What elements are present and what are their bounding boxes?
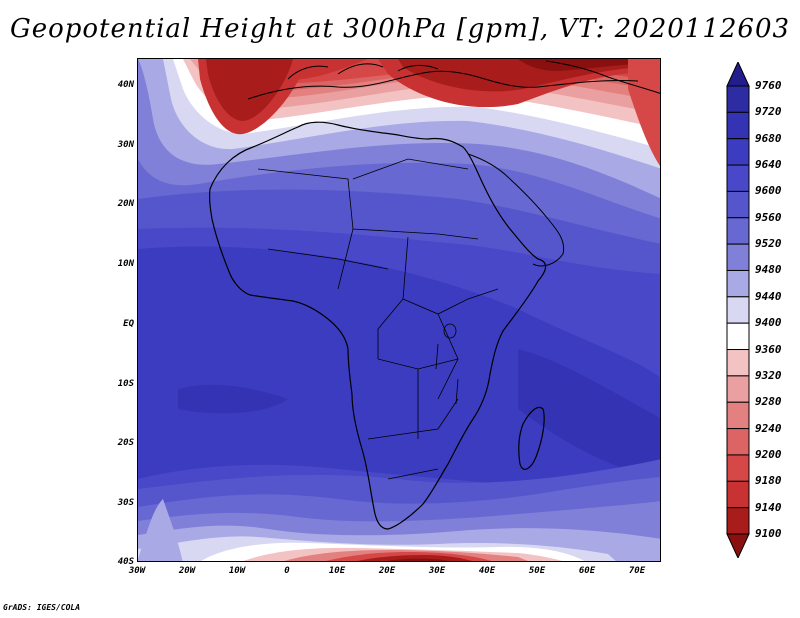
lon-label: 20E: [378, 566, 396, 576]
lon-label: 20W: [178, 566, 196, 576]
lon-label: 30W: [128, 566, 146, 576]
colorbar-segment: [726, 480, 750, 509]
colorbar-segment: [726, 85, 750, 113]
colorbar-segment: [726, 401, 750, 430]
colorbar-label: 9480: [755, 263, 782, 277]
colorbar-segment: [726, 375, 750, 403]
lon-label: 70E: [628, 566, 646, 576]
colorbar-top-triangle: [726, 62, 750, 87]
lon-label: 40E: [478, 566, 496, 576]
colorbar-label: 9680: [755, 131, 782, 145]
colorbar-label: 9360: [755, 342, 782, 356]
colorbar-label: 9140: [755, 500, 782, 514]
colorbar-segment: [726, 349, 750, 377]
colorbar-bottom-triangle: [726, 533, 750, 558]
lat-label: 40N: [117, 80, 134, 90]
colorbar-segment: [726, 269, 750, 298]
colorbar-segment: [726, 296, 750, 324]
colorbar: [726, 62, 750, 558]
colorbar-segment: [726, 243, 750, 271]
lat-label: 20S: [117, 438, 134, 448]
lat-label: 30S: [117, 498, 134, 508]
colorbar-label: 9180: [755, 474, 782, 488]
colorbar-segment: [726, 164, 750, 192]
colorbar-segment: [726, 138, 750, 166]
lat-label: 10N: [117, 259, 134, 269]
colorbar-label: 9440: [755, 289, 782, 303]
lat-label: EQ: [123, 319, 134, 329]
colorbar-label: 9520: [755, 237, 782, 251]
lon-label: 30E: [428, 566, 446, 576]
colorbar-segment: [726, 507, 750, 535]
colorbar-segment: [726, 322, 750, 351]
lon-label: 10W: [228, 566, 246, 576]
grads-credit: GrADS: IGES/COLA: [3, 603, 81, 612]
colorbar-label: 9720: [755, 105, 782, 119]
colorbar-segment: [726, 454, 750, 482]
map-title: Geopotential Height at 300hPa [gpm], VT:…: [9, 14, 791, 44]
colorbar-label: 9760: [755, 79, 782, 92]
lat-label: 30N: [117, 140, 134, 150]
lat-label: 10S: [117, 379, 134, 389]
colorbar-segment: [726, 428, 750, 456]
colorbar-label: 9200: [755, 447, 782, 461]
lon-label: 10E: [328, 566, 346, 576]
colorbar-segment: [726, 217, 750, 245]
colorbar-label: 9640: [755, 158, 782, 172]
colorbar-label: 9600: [755, 184, 782, 198]
colorbar-label: 9560: [755, 210, 782, 224]
geopotential-field: [138, 59, 660, 561]
colorbar-label: 9240: [755, 421, 782, 435]
lat-label: 40S: [117, 557, 134, 567]
colorbar-label: 9280: [755, 395, 782, 409]
colorbar-segment: [726, 190, 750, 219]
colorbar-label: 9100: [755, 527, 782, 540]
lat-label: 20N: [117, 199, 134, 209]
map-plot-area: [137, 58, 661, 562]
lon-label: 0: [284, 566, 290, 576]
colorbar-segment: [726, 111, 750, 140]
lon-label: 60E: [578, 566, 596, 576]
lon-label: 50E: [528, 566, 546, 576]
colorbar-label: 9320: [755, 368, 782, 382]
colorbar-label: 9400: [755, 316, 782, 330]
